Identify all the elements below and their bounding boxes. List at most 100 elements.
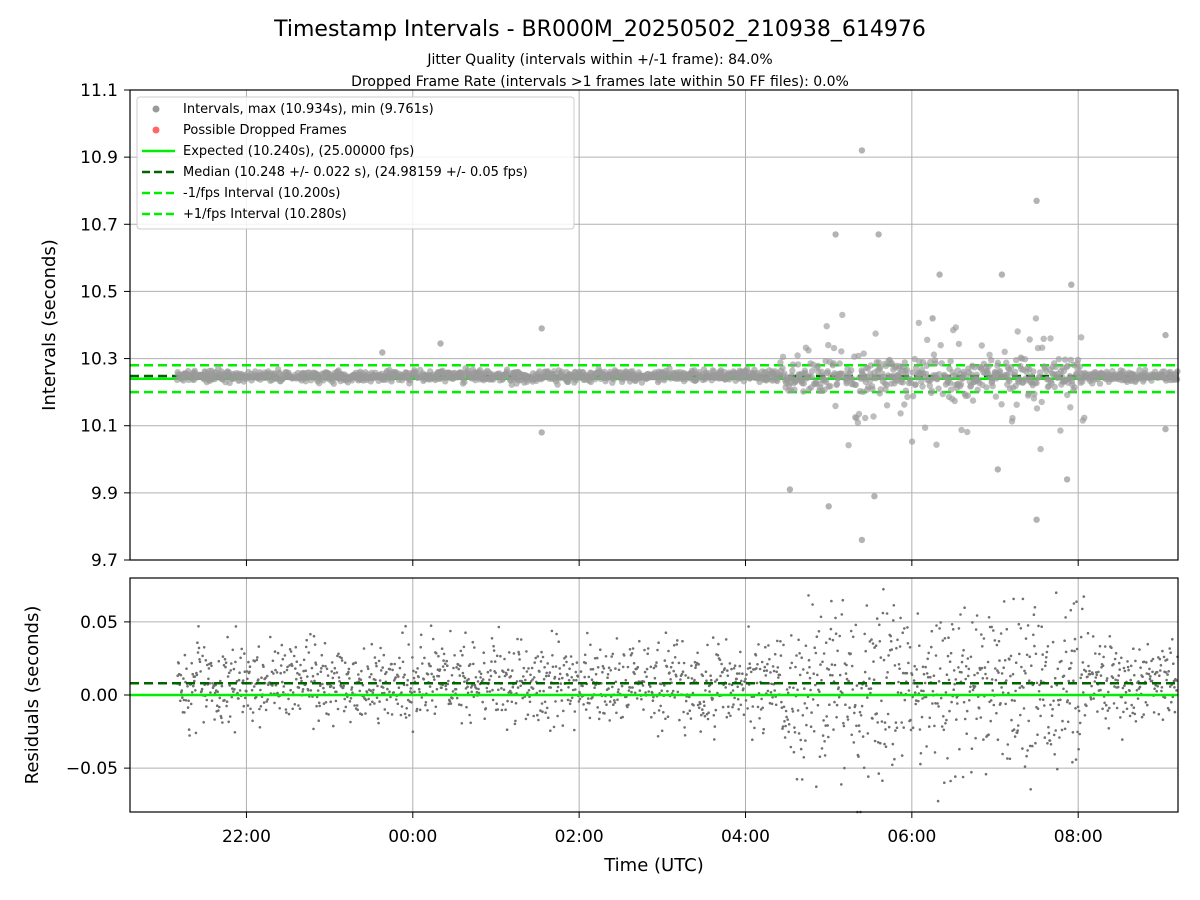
- residual-point: [739, 703, 743, 707]
- residual-point: [574, 688, 577, 691]
- interval-point: [1081, 414, 1088, 421]
- residual-point: [753, 726, 756, 730]
- residual-point: [281, 680, 284, 684]
- residual-point: [1067, 679, 1070, 683]
- residual-point: [1070, 661, 1073, 665]
- residual-point: [950, 623, 954, 626]
- residual-point: [1152, 711, 1156, 714]
- residual-point: [497, 688, 500, 692]
- residual-point: [683, 726, 686, 729]
- residual-point: [479, 676, 482, 679]
- residual-point: [704, 670, 708, 673]
- residual-point: [1049, 743, 1053, 746]
- interval-point: [998, 401, 1005, 408]
- residual-point: [825, 715, 828, 718]
- residual-point: [762, 669, 766, 673]
- interval-point: [1036, 369, 1044, 376]
- residual-point: [543, 700, 547, 704]
- residual-point: [260, 676, 263, 679]
- interval-point: [832, 402, 839, 410]
- residual-point: [912, 679, 916, 682]
- residual-point: [419, 633, 423, 637]
- residual-point: [584, 661, 587, 665]
- residual-point: [1084, 670, 1088, 673]
- interval-point: [952, 324, 959, 331]
- residual-point: [278, 707, 282, 710]
- residual-point: [970, 747, 974, 750]
- residual-point: [283, 654, 287, 657]
- residual-point: [883, 742, 886, 746]
- residual-point: [322, 686, 325, 690]
- residual-point: [684, 674, 687, 677]
- residual-point: [213, 718, 216, 721]
- residual-point: [983, 666, 987, 669]
- residual-point: [926, 657, 929, 661]
- residual-point: [799, 747, 803, 751]
- residual-point: [572, 678, 575, 682]
- residual-point: [410, 701, 413, 704]
- residual-point: [621, 665, 625, 669]
- residual-point: [555, 632, 558, 636]
- residual-point: [385, 698, 389, 701]
- residual-point: [819, 615, 823, 619]
- residual-point: [1006, 743, 1010, 746]
- residual-point: [433, 678, 436, 681]
- residual-point: [205, 705, 208, 708]
- residual-point: [579, 670, 583, 673]
- residual-point: [375, 696, 379, 700]
- residual-point: [982, 637, 986, 640]
- residual-point: [492, 649, 496, 652]
- residual-point: [780, 700, 783, 704]
- residual-point: [540, 650, 543, 654]
- residual-point: [485, 686, 489, 690]
- residual-point: [955, 718, 958, 721]
- residual-point: [844, 672, 848, 675]
- residual-point: [455, 696, 459, 700]
- residual-point: [748, 662, 751, 665]
- residual-point: [795, 777, 799, 781]
- residual-point: [571, 662, 574, 666]
- interval-point: [1064, 362, 1071, 369]
- residual-point: [1165, 678, 1168, 682]
- residual-point: [1014, 689, 1017, 693]
- residual-point: [669, 665, 673, 669]
- residual-point: [837, 695, 841, 699]
- residual-point: [766, 689, 770, 693]
- residual-point: [242, 704, 246, 708]
- residual-point: [682, 661, 686, 665]
- residual-point: [554, 700, 557, 703]
- residual-point: [335, 671, 339, 674]
- residual-point: [192, 684, 195, 688]
- interval-outlier-point: [1063, 476, 1071, 483]
- residual-point: [1148, 677, 1152, 681]
- residual-point: [704, 689, 707, 692]
- residual-point: [942, 728, 946, 732]
- residual-point: [984, 772, 988, 776]
- residual-point: [440, 686, 443, 690]
- interval-outlier-point: [1162, 425, 1169, 433]
- interval-outlier-point: [786, 486, 794, 493]
- residual-point: [360, 669, 363, 673]
- residual-point: [1001, 752, 1004, 756]
- residual-point: [1126, 665, 1130, 669]
- residual-point: [288, 664, 291, 667]
- interval-point: [901, 401, 908, 408]
- residual-point: [716, 653, 720, 657]
- residual-point: [1092, 697, 1095, 700]
- residual-point: [747, 625, 750, 628]
- residual-point: [1026, 749, 1029, 752]
- residual-point: [1082, 691, 1085, 694]
- interval-point: [1074, 356, 1082, 363]
- residual-point: [443, 662, 447, 666]
- residual-point: [1090, 684, 1093, 688]
- residual-point: [216, 690, 219, 694]
- residual-point: [711, 636, 715, 639]
- residual-point: [989, 699, 993, 702]
- residual-point: [933, 724, 936, 728]
- residual-point: [593, 686, 596, 689]
- residual-point: [924, 695, 928, 699]
- residual-point: [422, 678, 426, 681]
- residual-point: [534, 656, 537, 660]
- interval-point: [875, 359, 882, 366]
- residual-point: [595, 656, 599, 660]
